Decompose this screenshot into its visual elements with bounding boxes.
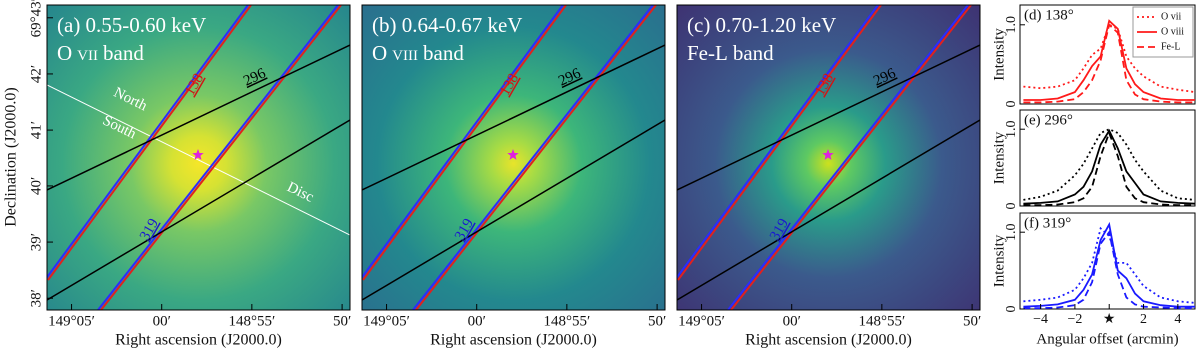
disc-line — [47, 84, 350, 236]
panel-title: (b) 0.64-0.67 keV — [372, 13, 522, 37]
slit-edge — [677, 119, 980, 301]
slit-edge — [415, 5, 657, 310]
profile-line — [1023, 19, 1195, 101]
x-axis-label: Right ascension (J2000.0) — [430, 332, 597, 349]
y-tick-label: 39′ — [28, 233, 44, 251]
panel-title: (c) 0.70-1.20 keV — [687, 13, 836, 37]
subtitle-part: band — [103, 41, 144, 65]
y-axis-label: Intensity — [991, 131, 1007, 184]
profile-line — [1023, 230, 1195, 310]
y-tick-label: 0 — [1004, 306, 1019, 313]
x-tick-label: ★ — [1103, 312, 1116, 327]
y-tick-label: 1.0 — [1004, 16, 1019, 34]
slit-edge — [677, 5, 882, 281]
subtitle-part: band — [733, 41, 774, 65]
subtitle-part: Fe-L — [687, 41, 728, 65]
x-axis-label: Angular offset (arcmin) — [1036, 331, 1178, 347]
x-tick-label: 149°05′ — [678, 313, 725, 329]
legend-label: O vii — [1161, 11, 1182, 22]
profile-line — [1023, 130, 1195, 207]
y-tick-label: 40′ — [28, 177, 44, 195]
star-marker — [822, 149, 834, 160]
x-tick-label: 149°05′ — [363, 313, 410, 329]
y-tick-label: 1.0 — [1004, 223, 1019, 241]
x-tick-label: 00′ — [783, 313, 801, 329]
slit-edge — [47, 5, 252, 281]
subtitle-part: vii — [77, 41, 98, 65]
subtitle-part: O — [372, 41, 387, 65]
frame — [361, 4, 666, 311]
x-tick-label: 50′ — [648, 313, 666, 329]
panel-title: (e) 296° — [1024, 112, 1073, 128]
x-tick-label: 149°05′ — [48, 313, 95, 329]
subtitle-part: band — [423, 41, 464, 65]
profile-line — [1023, 221, 1195, 308]
panel-title: (f) 319° — [1024, 215, 1071, 231]
profile-line — [1023, 128, 1196, 201]
x-tick-label: 148°55′ — [858, 313, 905, 329]
panel-title: (d) 138° — [1024, 7, 1074, 23]
slit-edge — [47, 44, 350, 191]
slit-edge — [677, 44, 980, 191]
x-tick-label: 148°55′ — [228, 313, 275, 329]
y-tick-label: 42′ — [28, 65, 44, 83]
y-tick-label: 0 — [1004, 101, 1019, 108]
x-tick-label: 00′ — [468, 313, 486, 329]
y-tick-label: 69°43′ — [28, 0, 44, 37]
x-axis-label: Right ascension (J2000.0) — [745, 332, 912, 349]
slit-edge — [100, 5, 342, 310]
frame — [46, 4, 351, 311]
subtitle-part: O — [57, 41, 72, 65]
y-axis-label: Declination (J2000.0) — [3, 87, 20, 227]
frame — [676, 4, 981, 311]
slit-edge — [362, 44, 665, 191]
x-tick-label: −4 — [1033, 312, 1048, 327]
x-tick-label: −2 — [1067, 312, 1082, 327]
star-marker — [507, 149, 519, 160]
x-tick-label: 50′ — [963, 313, 981, 329]
x-tick-label: 2 — [1140, 312, 1147, 327]
slit-edge — [727, 5, 969, 310]
star-marker — [192, 149, 204, 160]
slit-edge — [362, 5, 567, 281]
slit-edge — [362, 119, 665, 301]
panel-subtitle: Fe-L band — [687, 41, 774, 65]
image-panel — [362, 5, 665, 310]
y-tick-label: 0 — [1004, 203, 1019, 210]
plot-frame — [1019, 109, 1196, 207]
x-axis-label: Right ascension (J2000.0) — [115, 332, 282, 349]
profile-line — [1023, 23, 1195, 104]
legend-label: Fe-L — [1161, 41, 1180, 52]
slit-edge — [730, 5, 972, 310]
profile-line — [1023, 226, 1196, 304]
x-tick-label: 4 — [1174, 312, 1181, 327]
profile-line — [1023, 23, 1196, 93]
x-tick-label: 50′ — [333, 313, 351, 329]
y-tick-label: 1.0 — [1004, 120, 1019, 138]
y-axis-label: Intensity — [991, 28, 1007, 81]
image-panel — [47, 5, 350, 310]
subtitle-part: viii — [392, 41, 418, 65]
slit-edge — [412, 5, 654, 310]
image-panel — [677, 5, 980, 310]
x-tick-label: 00′ — [153, 313, 171, 329]
profile-line — [1023, 128, 1196, 205]
x-tick-label: 148°55′ — [543, 313, 590, 329]
y-axis-label: Intensity — [991, 234, 1007, 287]
y-tick-label: 38′ — [28, 289, 44, 307]
panel-title: (a) 0.55-0.60 keV — [57, 13, 206, 37]
legend-label: O viii — [1161, 26, 1184, 37]
slit-edge — [97, 5, 339, 310]
y-tick-label: 41′ — [28, 121, 44, 139]
slit-edge — [47, 119, 350, 301]
